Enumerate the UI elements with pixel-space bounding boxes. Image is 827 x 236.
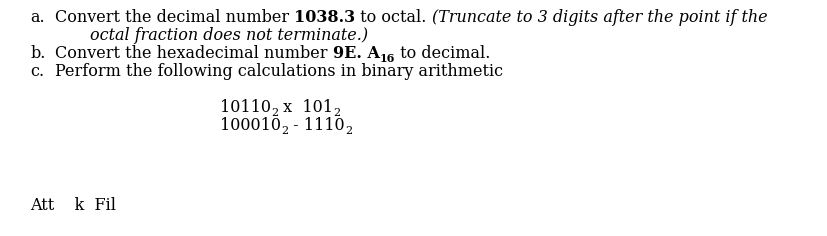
Text: 2: 2: [280, 126, 288, 136]
Text: Convert the decimal number: Convert the decimal number: [55, 9, 294, 26]
Text: octal fraction does not terminate.): octal fraction does not terminate.): [90, 27, 368, 44]
Text: Att: Att: [30, 197, 55, 214]
Text: Convert the hexadecimal number: Convert the hexadecimal number: [55, 45, 332, 62]
Text: 100010: 100010: [220, 117, 280, 134]
Text: to octal.: to octal.: [355, 9, 432, 26]
Text: x  101: x 101: [278, 99, 332, 116]
Text: 9E. A: 9E. A: [332, 45, 379, 62]
Text: - 1110: - 1110: [288, 117, 344, 134]
Text: 1038.3: 1038.3: [294, 9, 355, 26]
Text: 2: 2: [332, 108, 340, 118]
Text: 10110: 10110: [220, 99, 270, 116]
Text: Perform the following calculations in binary arithmetic: Perform the following calculations in bi…: [55, 63, 503, 80]
Text: b.: b.: [30, 45, 45, 62]
Text: a.: a.: [30, 9, 45, 26]
Text: (Truncate to 3 digits after the point if the: (Truncate to 3 digits after the point if…: [432, 9, 767, 26]
Text: 2: 2: [344, 126, 351, 136]
Text: to decimal.: to decimal.: [394, 45, 490, 62]
Text: c.: c.: [30, 63, 44, 80]
Text: 2: 2: [270, 108, 278, 118]
Text: 16: 16: [379, 53, 394, 64]
Text: k  Fil: k Fil: [55, 197, 116, 214]
